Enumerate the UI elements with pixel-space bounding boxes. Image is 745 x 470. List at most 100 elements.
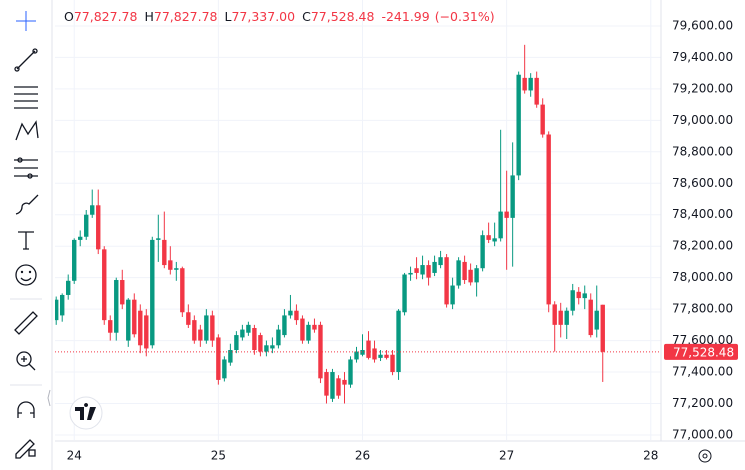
candle-body [144,315,149,349]
legend-value: -241.99 [381,9,430,24]
prediction-tool[interactable] [14,157,38,179]
y-tick-label: 77,000.00 [672,427,733,441]
candle-body [114,280,119,333]
magnet-tool[interactable] [17,401,35,418]
candle-body [72,239,77,281]
candle-body [558,310,563,325]
candle-body [462,261,467,281]
candle-body [594,310,599,330]
candle-body [282,315,287,336]
candle-body [552,304,557,325]
y-tick-label: 79,600.00 [672,18,733,32]
candle-body [258,335,263,352]
candle-body [234,335,239,351]
candle-body [504,211,509,218]
candle-body [444,257,449,305]
candle-body [528,77,533,91]
logo[interactable] [69,396,103,430]
candle-body [408,272,413,275]
y-tick-label: 78,000.00 [672,270,733,284]
candle-body [264,345,269,352]
candle-body [474,268,479,283]
candle-body [498,211,503,239]
pattern-tool[interactable] [15,120,39,141]
candle-body [342,379,347,385]
x-tick-label: 28 [643,449,658,463]
ruler-tool[interactable] [14,311,38,335]
legend-value: 77,528.48 [310,9,375,24]
candle-body [180,268,185,313]
candle-body [492,238,497,242]
trendline-tool[interactable] [14,48,38,72]
candle-body [426,265,431,278]
candle-body [582,293,587,299]
candle-body [450,285,455,305]
candle-body [600,304,605,352]
candle-body [330,372,335,399]
crosshair-tool[interactable] [16,11,36,31]
candle-body [318,324,323,379]
collapse-arrow[interactable] [47,389,51,407]
emoji-tool[interactable] [15,264,37,286]
candle-body [240,329,245,338]
y-tick-label: 78,200.00 [672,239,733,253]
candle-body [564,310,569,325]
legend-value: (−0.31%) [434,9,495,24]
candle-body [132,299,137,335]
candles [55,44,605,404]
candle-body [138,310,143,346]
candle-body [156,238,161,240]
candle-body [78,236,83,240]
candle-body [438,257,443,266]
brush-tool[interactable] [15,194,39,215]
candle-body [102,249,107,321]
x-tick-label: 25 [211,449,226,463]
y-tick-label: 78,400.00 [672,207,733,221]
candle-body [126,299,131,341]
fib-tool[interactable] [14,86,38,109]
settings-gear[interactable] [698,449,712,463]
candle-body [288,310,293,316]
candle-body [354,351,359,360]
candle-body [246,324,251,333]
candle-body [210,315,215,341]
candle-body [84,214,89,237]
legend-key: C [302,9,311,24]
legend-key: O [64,9,74,24]
toolbar [10,11,51,459]
candle-body [294,310,299,321]
candle-body [198,329,203,341]
candle-body [576,291,581,299]
candle-body [324,372,329,396]
candle-body [120,280,125,305]
last-price-box [664,343,738,360]
candle-body [414,268,419,273]
x-tick-label: 26 [355,449,370,463]
candle-body [534,77,539,105]
legend-key: H [144,9,154,24]
candle-body [60,294,65,316]
candle-body [372,348,377,360]
candle-body [468,269,473,283]
candle-body [570,290,575,311]
y-tick-label: 77,800.00 [672,302,733,316]
legend-value: 77,337.00 [231,9,296,24]
grid [55,0,661,440]
candle-body [546,134,551,305]
y-tick-label: 77,400.00 [672,365,733,379]
candle-body [216,337,221,380]
candle-body [522,77,527,91]
candle-body [480,235,485,269]
x-tick-label: 27 [499,449,514,463]
zoom-tool[interactable] [16,351,36,371]
text-tool[interactable] [18,231,34,250]
y-tick-label: 78,600.00 [672,176,733,190]
candle-body [390,354,395,373]
candle-body [108,320,113,333]
candle-body [378,354,383,358]
candle-body [162,239,167,266]
candle-body [360,350,365,355]
edit-lock-tool[interactable] [15,439,36,459]
legend-value: 77,827.78 [153,9,218,24]
